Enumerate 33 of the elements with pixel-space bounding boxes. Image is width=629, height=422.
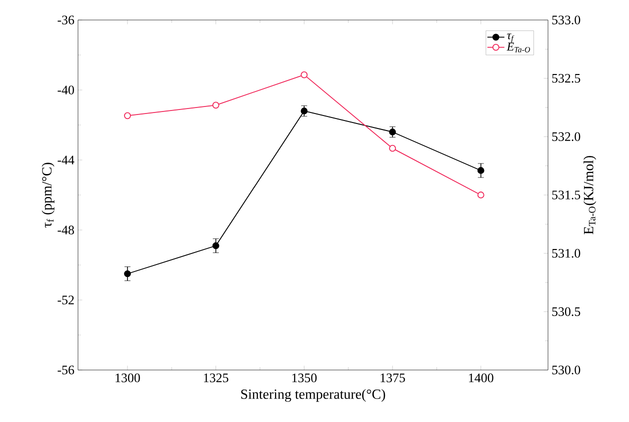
y-tick-label: -52	[58, 296, 74, 304]
x-tick-label: 1300	[116, 374, 140, 382]
y2-axis-title: E$_{Ta-O}$(KJ/mol)	[583, 156, 596, 234]
point	[477, 167, 484, 174]
point	[212, 102, 220, 109]
y2-tick-label: 531.0	[552, 248, 580, 258]
point	[212, 242, 220, 250]
y-tick-label: -56	[58, 366, 74, 374]
point	[300, 71, 308, 78]
y-tick-label: -48	[58, 226, 74, 234]
point	[124, 112, 131, 120]
legend-label: τ$_{f}$	[507, 34, 514, 43]
y-tick-label: -36	[58, 16, 74, 24]
legend-label: E$_{Ta-O}$	[506, 42, 530, 52]
y2-tick-label: 531.5	[552, 190, 580, 200]
x-tick-label: 1350	[292, 374, 317, 382]
y2-tick-label: 532.0	[552, 132, 580, 142]
y-tick-label: -44	[58, 156, 74, 164]
point	[389, 128, 396, 136]
point	[477, 192, 484, 198]
y-tick-label: -40	[58, 86, 74, 94]
x-tick-label: 1375	[380, 374, 405, 382]
x-tick-label: 1325	[204, 374, 228, 382]
y2-tick-label: 530.5	[552, 307, 580, 316]
y2-tick-label: 532.5	[552, 74, 580, 83]
y-axis-title: τ$_{f}$ (ppm/°C)	[42, 162, 54, 228]
point	[300, 108, 308, 114]
point	[124, 270, 131, 278]
y2-tick-label: 533.0	[552, 16, 580, 24]
x-tick-label: 1400	[469, 374, 494, 382]
y2-tick-label: 530.0	[552, 366, 580, 374]
point	[389, 144, 396, 152]
x-axis-title: Sintering temperature(°C)	[241, 389, 386, 402]
